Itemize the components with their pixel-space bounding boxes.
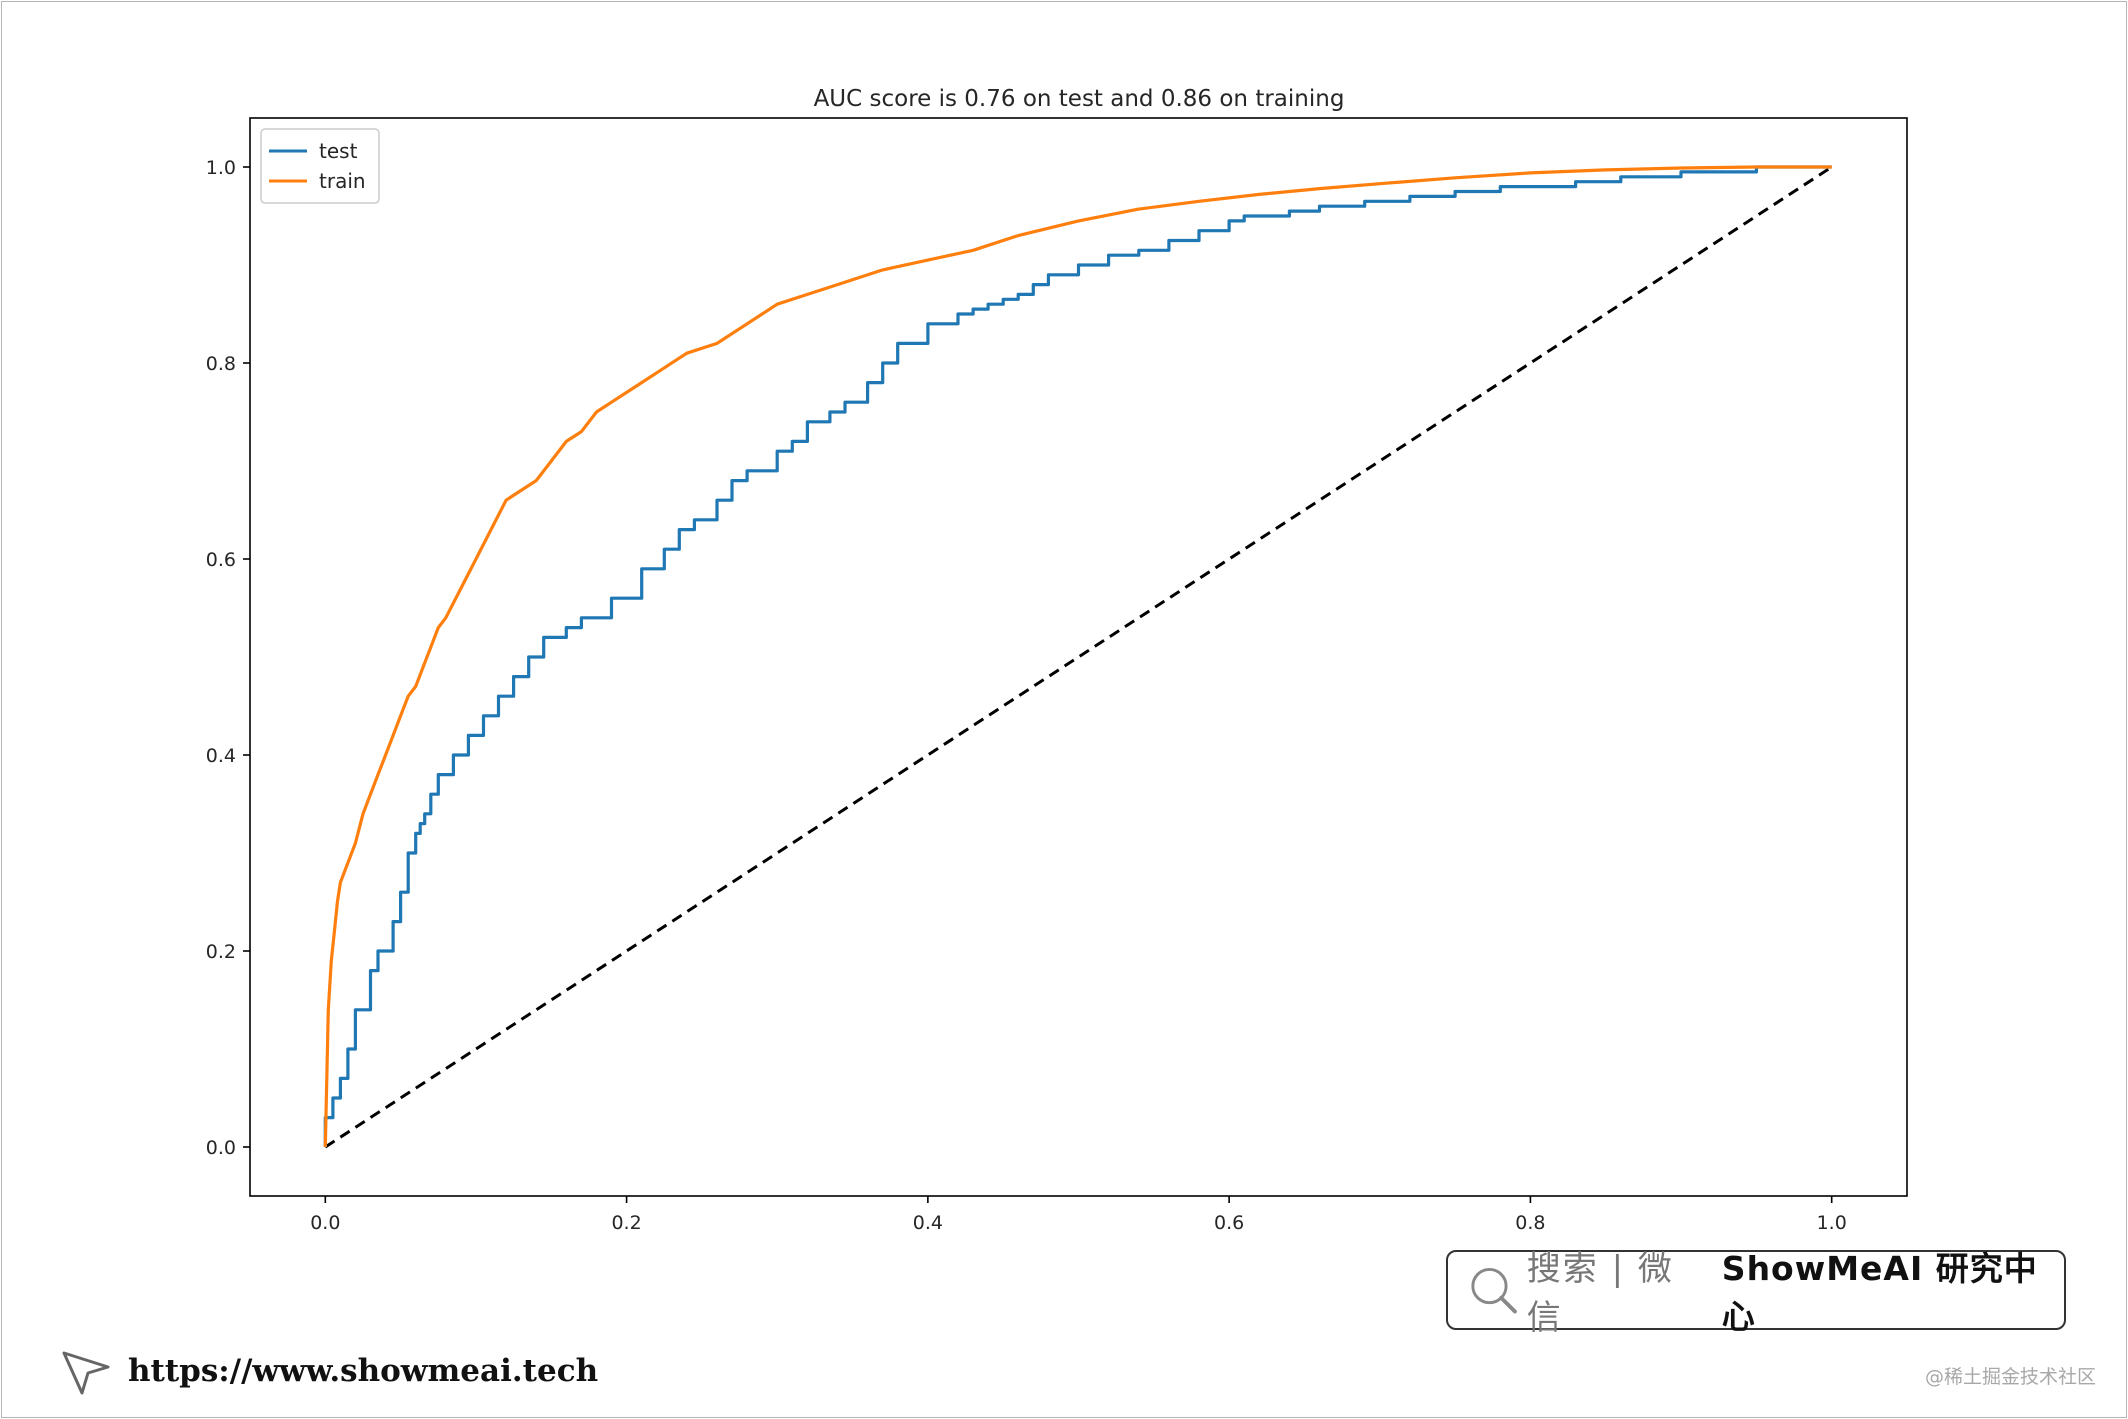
- footer-link[interactable]: https://www.showmeai.tech: [58, 1343, 598, 1399]
- series-line-test: [323, 165, 1832, 1147]
- search-prompt: 搜索 | 微信: [1526, 1249, 1674, 1338]
- legend-label-test: test: [319, 139, 358, 163]
- legend: test train: [260, 128, 380, 204]
- y-tick-label: 0.4: [206, 745, 236, 767]
- legend-box: [260, 128, 380, 204]
- y-tick-label: 0.2: [206, 941, 236, 963]
- search-banner: 搜索 | 微信 ShowMeAI 研究中心: [1446, 1249, 2066, 1338]
- x-tick-label: 0.2: [611, 1212, 641, 1234]
- legend-label-train: train: [319, 169, 366, 193]
- chart-title: AUC score is 0.76 on test and 0.86 on tr…: [814, 86, 1345, 112]
- series-line-train: [323, 165, 1832, 1148]
- url-text[interactable]: https://www.showmeai.tech: [128, 1353, 599, 1389]
- y-tick-label: 1.0: [206, 157, 236, 179]
- y-tick-label: 0.8: [206, 353, 236, 375]
- brand-name: ShowMeAI 研究中心: [1721, 1249, 2038, 1336]
- chance-diagonal-line: [324, 165, 1833, 1149]
- watermark-text: @稀土掘金技术社区: [1924, 1366, 2096, 1388]
- y-tick-label: 0.0: [206, 1137, 236, 1159]
- x-tick-label: 0.8: [1515, 1212, 1545, 1234]
- x-tick-label: 0.6: [1214, 1212, 1244, 1234]
- chart-marks: [323, 165, 1833, 1149]
- x-tick-label: 0.0: [310, 1212, 340, 1234]
- cursor-icon: [62, 1351, 110, 1395]
- axis-ticks: 0.0 0.2 0.4 0.6 0.8 1.0 0.0 0.2 0.4 0.6 0.8 1.0: [206, 157, 1847, 1234]
- x-tick-label: 1.0: [1817, 1212, 1847, 1234]
- y-tick-label: 0.6: [206, 549, 236, 571]
- x-tick-label: 0.4: [913, 1212, 943, 1234]
- plot-area-border: [249, 117, 1908, 1197]
- search-icon: [1471, 1267, 1517, 1314]
